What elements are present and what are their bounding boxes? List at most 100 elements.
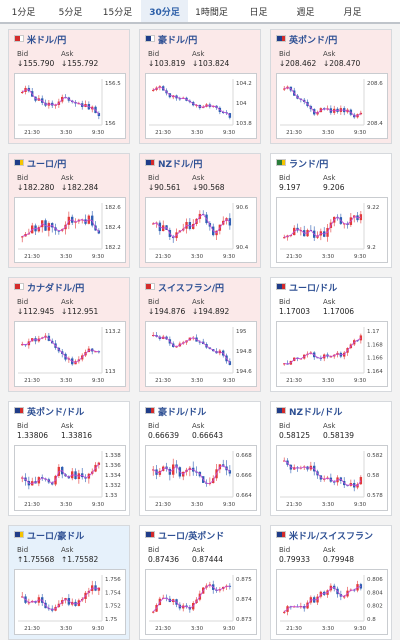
moving-average-line bbox=[22, 463, 100, 484]
candle-body bbox=[152, 611, 155, 613]
tab-7[interactable]: 月足 bbox=[343, 7, 362, 18]
bid-value: ↑1.75568 bbox=[17, 555, 55, 564]
mini-chart[interactable]: 90.6 90.4 21:30 3:30 9:30 bbox=[145, 197, 257, 263]
ask-label: Ask bbox=[323, 174, 336, 182]
flag-icon bbox=[276, 159, 286, 166]
tab-4[interactable]: 1時間足 bbox=[195, 7, 228, 18]
y-tick-label: 182.4 bbox=[105, 225, 121, 231]
x-tick-label: 21:30 bbox=[24, 502, 40, 508]
x-tick-label: 9:30 bbox=[223, 626, 236, 632]
candle-body bbox=[152, 89, 155, 91]
mini-chart[interactable]: 208.6 208.4 21:30 3:30 9:30 bbox=[276, 73, 388, 139]
mini-chart[interactable]: 182.6 182.4 182.2 21:30 3:30 9:30 bbox=[14, 197, 126, 263]
mini-chart[interactable]: 0.875 0.874 0.873 21:30 3:30 9:30 bbox=[145, 569, 257, 635]
mini-chart[interactable]: 0.582 0.58 0.578 21:30 3:30 9:30 bbox=[276, 445, 388, 511]
candle-body bbox=[329, 356, 333, 358]
bid-label: Bid bbox=[148, 298, 160, 306]
pair-name[interactable]: NZドル/円 bbox=[158, 160, 203, 170]
pair-name[interactable]: 英ポンド/ドル bbox=[27, 408, 85, 418]
pair-name[interactable]: スイスフラン/円 bbox=[158, 284, 225, 294]
y-tick-label: 195 bbox=[236, 329, 247, 335]
pair-name[interactable]: ランド/円 bbox=[289, 160, 329, 170]
mini-chart[interactable]: 1.338 1.336 1.334 1.332 1.33 21:30 3:30 9:30 bbox=[14, 445, 126, 511]
rate-card[interactable]: 豪ドル/ドル Bid Ask 0.66639 0.66643 0.668 0.666 0.66… bbox=[139, 401, 261, 516]
flag-icon bbox=[14, 35, 24, 42]
bid-label: Bid bbox=[17, 50, 29, 58]
x-tick-label: 3:30 bbox=[322, 378, 335, 384]
tab-0[interactable]: 1分足 bbox=[11, 7, 36, 18]
mini-chart[interactable]: 0.668 0.666 0.664 21:30 3:30 9:30 bbox=[145, 445, 257, 511]
rate-card[interactable]: 米ドル/スイスフラン Bid Ask 0.79933 0.79948 0.806 0.804… bbox=[270, 525, 392, 640]
ask-value: 9.206 bbox=[323, 183, 345, 192]
candle-body bbox=[97, 113, 101, 117]
rate-card[interactable]: スイスフラン/円 Bid Ask ↓194.876 ↓194.892 195 194.8 19… bbox=[139, 277, 261, 392]
mini-chart[interactable]: 1.756 1.754 1.752 1.75 21:30 3:30 9:30 bbox=[14, 569, 126, 635]
rate-card[interactable]: NZドル/ドル Bid Ask 0.58125 0.58139 0.582 0.58 0.57… bbox=[270, 401, 392, 516]
rate-card[interactable]: ユーロ/円 Bid Ask ↓182.280 ↓182.284 182.6 182.4 182… bbox=[8, 153, 130, 268]
mini-chart[interactable]: 156.5 156 21:30 3:30 9:30 bbox=[14, 73, 126, 139]
ask-value: ↓194.892 bbox=[192, 307, 230, 316]
tab-3[interactable]: 30分足 bbox=[141, 0, 188, 22]
rate-card[interactable]: ランド/円 Bid Ask 9.197 9.206 9.22 9.2 21:30 3:30 9:3… bbox=[270, 153, 392, 268]
ask-label: Ask bbox=[192, 174, 205, 182]
tab-1[interactable]: 5分足 bbox=[58, 7, 83, 18]
pair-name[interactable]: 米ドル/スイスフラン bbox=[289, 532, 374, 542]
mini-chart[interactable]: 9.22 9.2 21:30 3:30 9:30 bbox=[276, 197, 388, 263]
tab-5[interactable]: 日足 bbox=[249, 7, 268, 18]
pair-name[interactable]: ユーロ/豪ドル bbox=[27, 532, 85, 542]
pair-name[interactable]: 英ポンド/円 bbox=[289, 36, 338, 46]
x-tick-label: 21:30 bbox=[286, 130, 302, 136]
tab-2[interactable]: 15分足 bbox=[102, 7, 133, 18]
candle-body bbox=[283, 88, 286, 90]
pair-name[interactable]: 豪ドル/円 bbox=[158, 36, 198, 46]
mini-chart[interactable]: 0.806 0.804 0.802 0.8 21:30 3:30 9:30 bbox=[276, 569, 388, 635]
bid-label: Bid bbox=[17, 298, 29, 306]
pair-name[interactable]: NZドル/ドル bbox=[289, 408, 343, 418]
mini-chart-svg: 0.582 0.58 0.578 21:30 3:30 9:30 bbox=[276, 445, 388, 511]
rate-card[interactable]: ユーロ/ドル Bid Ask 1.17003 1.17006 1.17 1.168 1.166… bbox=[270, 277, 392, 392]
y-tick-label: 156.5 bbox=[105, 81, 121, 87]
y-tick-label: 104.2 bbox=[236, 81, 252, 87]
x-tick-label: 3:30 bbox=[191, 626, 204, 632]
x-tick-label: 21:30 bbox=[286, 502, 302, 508]
rate-card[interactable]: 英ポンド/円 Bid Ask ↓208.462 ↓208.470 208.6 208.4 21… bbox=[270, 29, 392, 144]
rate-card[interactable]: ユーロ/英ポンド Bid Ask 0.87436 0.87444 0.875 0.874 0.… bbox=[139, 525, 261, 640]
mini-chart[interactable]: 104.2 104 103.8 21:30 3:30 9:30 bbox=[145, 73, 257, 139]
mini-chart[interactable]: 195 194.8 194.6 21:30 3:30 9:30 bbox=[145, 321, 257, 387]
rate-card[interactable]: 米ドル/円 Bid Ask ↓155.790 ↓155.792 156.5 156 21:30… bbox=[8, 29, 130, 144]
mini-chart-svg: 0.668 0.666 0.664 21:30 3:30 9:30 bbox=[145, 445, 257, 511]
x-tick-label: 21:30 bbox=[155, 378, 171, 384]
candle-body bbox=[283, 237, 286, 239]
x-tick-label: 9:30 bbox=[223, 254, 236, 260]
pair-name[interactable]: 米ドル/円 bbox=[27, 36, 67, 46]
y-tick-label: 182.2 bbox=[105, 245, 121, 251]
bid-label: Bid bbox=[279, 422, 291, 430]
mini-chart[interactable]: 113.2 113 21:30 3:30 9:30 bbox=[14, 321, 126, 387]
y-tick-label: 1.75 bbox=[105, 617, 118, 623]
y-tick-label: 194.6 bbox=[236, 369, 252, 375]
candle-body bbox=[152, 223, 155, 225]
ask-label: Ask bbox=[323, 298, 336, 306]
pair-name[interactable]: 豪ドル/ドル bbox=[158, 408, 207, 418]
pair-name[interactable]: ユーロ/円 bbox=[27, 160, 67, 170]
rate-card[interactable]: NZドル/円 Bid Ask ↓90.561 ↓90.568 90.6 90.4 21:30 3… bbox=[139, 153, 261, 268]
pair-name[interactable]: ユーロ/英ポンド bbox=[158, 532, 225, 542]
ask-label: Ask bbox=[61, 174, 74, 182]
ask-value: ↓103.824 bbox=[192, 59, 230, 68]
rate-card[interactable]: ユーロ/豪ドル Bid Ask ↑1.75568 ↑1.75582 1.756 1.754 1… bbox=[8, 525, 130, 640]
bid-value: 0.66639 bbox=[148, 431, 180, 440]
y-tick-label: 90.4 bbox=[236, 245, 249, 251]
x-tick-label: 3:30 bbox=[322, 254, 335, 260]
rate-card[interactable]: カナダドル/円 Bid Ask ↓112.945 ↓112.951 113.2 113 21:… bbox=[8, 277, 130, 392]
pair-name[interactable]: ユーロ/ドル bbox=[289, 284, 338, 294]
bid-label: Bid bbox=[279, 174, 291, 182]
rate-card[interactable]: 豪ドル/円 Bid Ask ↓103.819 ↓103.824 104.2 104 103.8… bbox=[139, 29, 261, 144]
tab-6[interactable]: 週足 bbox=[296, 7, 315, 18]
x-tick-label: 3:30 bbox=[322, 502, 335, 508]
rate-card[interactable]: 英ポンド/ドル Bid Ask 1.33806 1.33816 1.338 1.336 1.3… bbox=[8, 401, 130, 516]
x-tick-label: 3:30 bbox=[60, 626, 73, 632]
y-tick-label: 208.6 bbox=[367, 81, 383, 87]
pair-name[interactable]: カナダドル/円 bbox=[27, 284, 85, 294]
x-tick-label: 21:30 bbox=[24, 626, 40, 632]
mini-chart[interactable]: 1.17 1.168 1.166 1.164 21:30 3:30 9:30 bbox=[276, 321, 388, 387]
